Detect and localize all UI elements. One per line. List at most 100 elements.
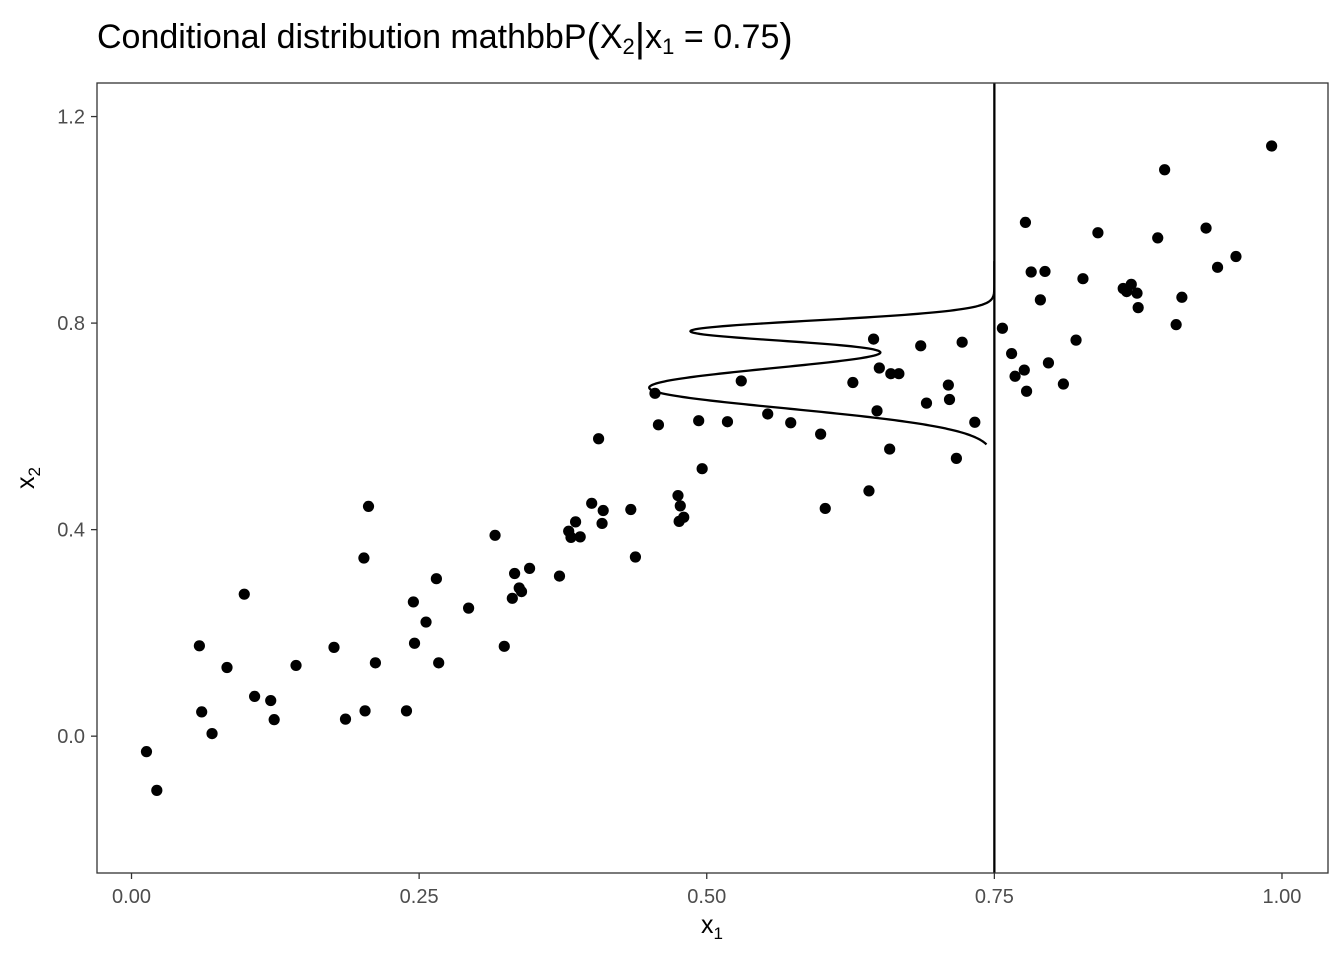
data-point-55 [815,428,827,440]
data-point-11 [290,659,302,672]
data-point-44 [652,419,665,431]
data-point-19 [407,596,419,608]
data-point-80 [1039,265,1051,278]
data-point-1 [140,746,153,758]
y-tick-label-3: 0.8 [57,313,85,335]
data-point-30 [515,585,528,598]
data-point-77 [1020,385,1033,397]
chart-title-equals-sign: = [684,18,704,56]
data-point-10 [268,714,280,726]
data-point-24 [463,602,475,614]
conditional-density-curve [648,261,996,446]
plot-area [140,83,1278,873]
data-point-88 [1125,278,1137,290]
data-point-79 [1034,294,1046,306]
data-point-39 [596,517,608,530]
x-axis-label-main: x [701,911,714,939]
data-point-45 [672,489,684,502]
chart-title-cond-sub: 1 [662,34,674,59]
y-tick-label-2: 0.4 [57,520,85,542]
data-point-41 [625,503,637,516]
chart-title-var: X [600,18,623,56]
data-point-25 [489,529,501,541]
y-axis-label-sub: 2 [25,467,44,476]
data-point-98 [1266,140,1278,152]
chart-title-cond-var: x [645,18,662,56]
x-axis-label-sub: 1 [714,924,723,943]
data-point-40 [597,504,609,517]
data-point-20 [408,637,421,649]
data-point-57 [847,376,859,389]
data-point-84 [1077,273,1089,285]
data-point-76 [1019,216,1032,229]
data-point-36 [574,531,586,543]
data-point-6 [221,661,233,674]
data-point-91 [1152,232,1164,244]
data-point-74 [1009,370,1021,382]
data-point-85 [1092,227,1104,239]
data-point-16 [362,500,375,512]
data-point-83 [1070,334,1082,346]
chart-title-bar: | [635,16,645,60]
data-point-64 [893,368,905,380]
y-tick-label-4: 1.2 [57,107,85,129]
data-point-70 [956,336,968,348]
chart-title-open-paren: ( [587,16,601,60]
data-point-15 [359,705,371,717]
data-point-68 [943,393,956,406]
data-point-47 [674,500,686,512]
data-point-54 [785,417,797,429]
y-tick-label-1: 0.0 [57,726,85,748]
data-point-75 [1018,364,1030,376]
data-point-62 [884,443,896,455]
data-point-93 [1170,319,1182,331]
data-point-28 [509,567,521,580]
data-point-61 [873,362,885,374]
data-point-95 [1200,222,1212,234]
data-point-37 [586,497,598,509]
data-point-69 [950,452,963,464]
data-point-51 [721,416,734,428]
data-point-32 [553,570,566,582]
chart-title-value: 0.75 [713,18,779,56]
data-point-3 [193,640,205,652]
x-axis: 0.00 0.25 0.50 0.75 1.00 [112,873,1301,908]
data-point-90 [1132,302,1144,314]
data-point-13 [339,713,352,725]
data-point-34 [565,531,577,543]
data-point-73 [1006,347,1018,360]
y-axis-label-main: x [12,476,40,489]
data-point-18 [400,705,413,717]
data-point-82 [1057,378,1069,390]
data-point-66 [920,397,933,409]
data-point-71 [969,416,981,428]
data-point-49 [693,415,705,427]
data-point-23 [433,657,445,669]
data-point-52 [735,375,747,387]
chart-title: Conditional distribution mathbbP(X2|x1 =… [97,16,793,60]
data-point-92 [1159,164,1171,176]
data-point-50 [696,463,708,475]
y-axis-label: x2 [12,467,44,489]
data-point-38 [593,433,605,445]
chart-title-prefix: Conditional distribution mathbbP [97,18,587,56]
data-point-26 [498,640,510,652]
data-point-42 [629,551,642,563]
data-point-14 [358,552,370,564]
x-tick-label-1: 0.00 [112,886,151,908]
chart-title-equals [674,18,683,56]
data-point-4 [196,706,208,718]
data-point-21 [420,616,432,628]
data-point-9 [265,694,277,707]
data-point-67 [942,379,954,391]
plot-panel-border [96,82,1329,874]
data-point-72 [996,322,1009,334]
data-point-5 [206,727,218,740]
data-point-60 [871,405,883,417]
data-point-35 [569,516,582,528]
data-point-56 [819,502,831,515]
data-point-22 [430,573,442,585]
data-point-48 [678,511,690,523]
chart-title-var-sub: 2 [623,34,635,59]
